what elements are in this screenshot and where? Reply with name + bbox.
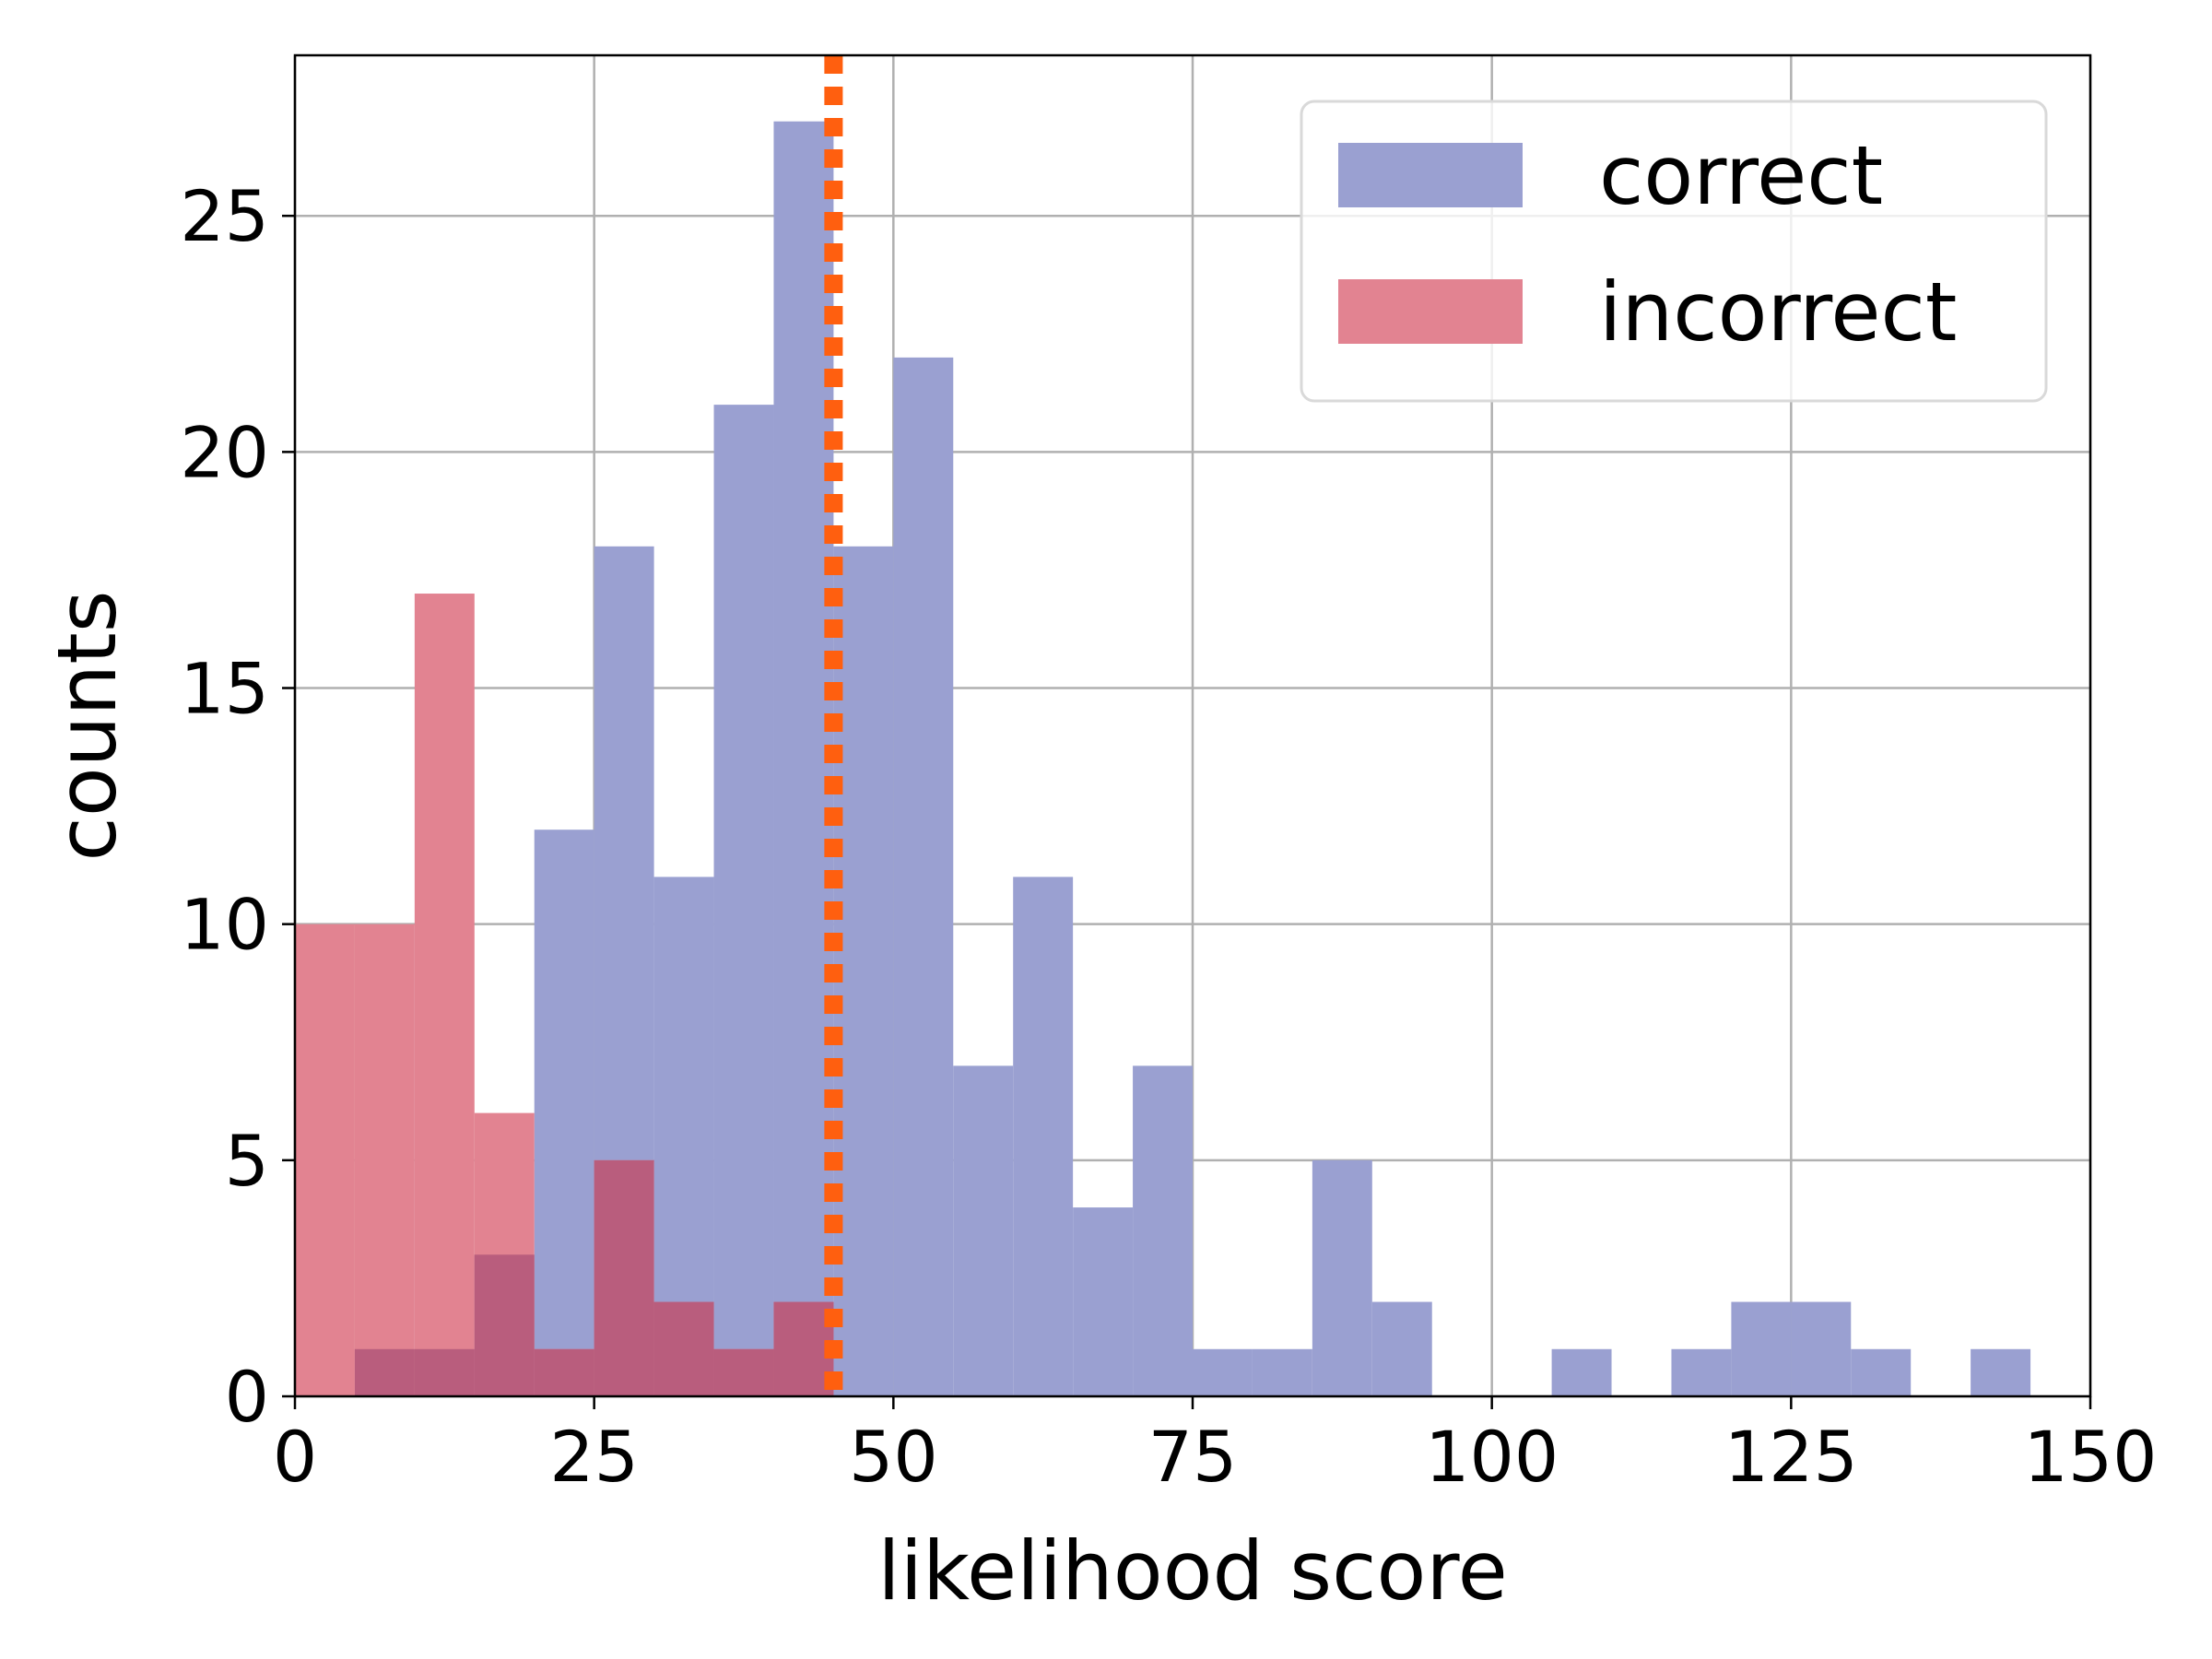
x-tick-label: 25	[549, 1416, 639, 1498]
correct-bar	[1791, 1301, 1852, 1396]
overlap-bar	[414, 1348, 475, 1396]
y-tick-label: 0	[225, 1356, 269, 1438]
overlap-bar	[773, 1301, 834, 1396]
y-axis-ticks: 0 5 10 15 20 25	[180, 175, 295, 1438]
correct-bar	[713, 405, 774, 1396]
overlap-bar	[653, 1301, 714, 1396]
correct-bar	[1312, 1159, 1372, 1396]
legend-label-correct: correct	[1599, 128, 1883, 223]
incorrect-bar	[295, 924, 355, 1396]
correct-bar	[893, 357, 954, 1396]
x-tick-label: 125	[1724, 1416, 1858, 1498]
correct-bar	[1551, 1348, 1612, 1396]
correct-bar	[1013, 877, 1074, 1396]
overlap-bar	[534, 1348, 594, 1396]
x-axis-label: likelihood score	[877, 1524, 1508, 1618]
correct-bar	[1073, 1207, 1134, 1396]
correct-bar	[833, 546, 894, 1396]
correct-bar	[1851, 1348, 1912, 1396]
x-tick-label: 0	[273, 1416, 317, 1498]
correct-bar	[534, 830, 594, 1396]
overlap-bar	[594, 1159, 654, 1396]
x-tick-label: 50	[849, 1416, 938, 1498]
incorrect-bar	[354, 924, 415, 1396]
correct-bar	[1193, 1348, 1253, 1396]
correct-bar	[1371, 1301, 1432, 1396]
legend-label-incorrect: incorrect	[1599, 265, 1957, 359]
overlap-bar	[713, 1348, 774, 1396]
y-tick-label: 10	[180, 884, 269, 966]
correct-bar	[1252, 1348, 1312, 1396]
x-axis-ticks: 0 25 50 75 100 125 150	[273, 1396, 2158, 1498]
y-axis-label: counts	[40, 590, 135, 861]
incorrect-bar	[414, 594, 475, 1396]
correct-bar	[953, 1065, 1014, 1396]
x-tick-label: 100	[1425, 1416, 1559, 1498]
y-tick-label: 5	[225, 1120, 269, 1202]
overlap-bar	[354, 1348, 415, 1396]
x-tick-label: 75	[1148, 1416, 1238, 1498]
overlap-bars	[354, 1159, 834, 1396]
legend: correct incorrect	[1300, 100, 2048, 403]
y-tick-label: 20	[180, 411, 269, 493]
correct-bar	[1971, 1348, 2031, 1396]
correct-bar	[773, 121, 834, 1397]
overlap-bar	[474, 1254, 535, 1396]
y-tick-label: 15	[180, 648, 269, 730]
y-tick-label: 25	[180, 175, 269, 257]
legend-swatch-correct	[1338, 143, 1523, 207]
legend-swatch-incorrect	[1338, 279, 1523, 344]
correct-bar	[1133, 1065, 1193, 1396]
correct-bar	[1671, 1348, 1732, 1396]
correct-bar	[1731, 1301, 1792, 1396]
x-tick-label: 150	[2023, 1416, 2157, 1498]
